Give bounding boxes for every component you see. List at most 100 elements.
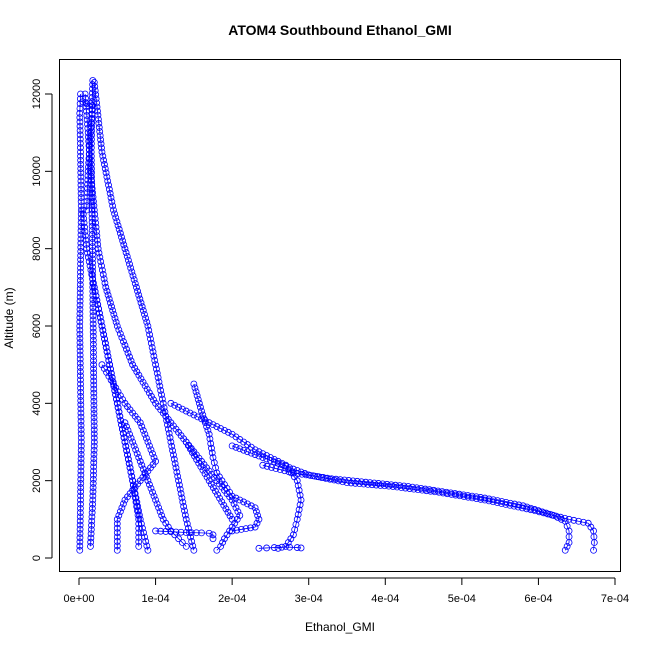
marker [124, 455, 132, 463]
marker [89, 316, 97, 324]
marker [236, 496, 244, 504]
marker [76, 301, 84, 309]
marker [113, 533, 121, 541]
marker [347, 479, 355, 487]
marker [88, 202, 96, 210]
data-point [167, 528, 175, 536]
marker [557, 513, 564, 521]
marker [182, 407, 190, 415]
marker [158, 512, 166, 519]
data-point [278, 543, 286, 551]
marker [291, 526, 299, 534]
marker [77, 235, 85, 243]
series-10 [182, 438, 244, 554]
marker [156, 508, 164, 516]
marker [410, 485, 418, 493]
marker [170, 451, 177, 459]
data-point [129, 361, 137, 369]
marker [90, 198, 97, 205]
marker [166, 434, 174, 442]
marker [286, 464, 293, 472]
data-point [129, 477, 137, 485]
marker [90, 389, 98, 397]
marker [138, 423, 146, 430]
marker [76, 359, 84, 367]
marker [112, 391, 119, 399]
marker [217, 425, 225, 432]
marker [108, 198, 116, 206]
marker [77, 471, 85, 479]
marker [414, 486, 422, 494]
marker [76, 347, 84, 355]
data-point [76, 109, 84, 117]
marker [427, 487, 434, 495]
marker [77, 413, 85, 421]
data-point [228, 442, 236, 450]
marker [439, 489, 447, 497]
marker [268, 464, 275, 471]
marker [188, 538, 196, 545]
marker [164, 421, 171, 429]
marker [116, 330, 124, 338]
marker [113, 538, 121, 545]
marker [77, 376, 84, 384]
chart-title: ATOM4 Southbound Ethanol_GMI [228, 22, 451, 38]
marker [77, 177, 85, 185]
marker [95, 119, 103, 127]
marker [83, 202, 91, 210]
data-point [152, 496, 159, 504]
series-9 [228, 442, 598, 554]
marker [362, 478, 370, 486]
marker [139, 524, 146, 532]
marker [89, 340, 97, 348]
x-axis-label: Ethanol_GMI [305, 620, 375, 634]
marker [99, 271, 107, 278]
marker [131, 364, 139, 372]
marker [103, 368, 110, 376]
data-point [113, 399, 121, 407]
marker [77, 504, 84, 512]
series-line [101, 364, 157, 551]
marker [90, 410, 98, 417]
marker [77, 455, 85, 462]
marker [129, 272, 137, 280]
marker [102, 344, 110, 351]
marker [100, 275, 108, 283]
marker [318, 474, 325, 481]
marker [456, 492, 464, 500]
marker [464, 493, 472, 501]
x-tick-label: 6e-04 [524, 593, 552, 605]
marker [118, 421, 125, 429]
data-point [129, 438, 137, 446]
data-point [121, 438, 129, 446]
marker [294, 482, 302, 489]
data-point [79, 206, 87, 214]
marker [81, 228, 89, 235]
marker [124, 451, 131, 459]
marker [86, 133, 94, 141]
marker [137, 375, 145, 383]
marker [160, 404, 168, 412]
marker [126, 353, 133, 361]
marker [90, 414, 98, 421]
marker [221, 426, 228, 434]
marker [141, 469, 149, 477]
marker [301, 470, 309, 477]
marker [77, 484, 85, 491]
marker [90, 377, 98, 385]
series-line [84, 93, 233, 520]
data-point [89, 496, 97, 504]
marker [136, 295, 144, 303]
marker [255, 452, 263, 460]
marker [84, 185, 91, 192]
marker [85, 163, 92, 171]
marker [200, 415, 208, 423]
marker [90, 401, 98, 409]
data-point [167, 399, 175, 407]
marker [83, 189, 91, 197]
marker [468, 494, 476, 502]
marker [77, 165, 85, 172]
marker [142, 473, 150, 481]
marker [267, 456, 274, 464]
data-point [366, 479, 374, 487]
